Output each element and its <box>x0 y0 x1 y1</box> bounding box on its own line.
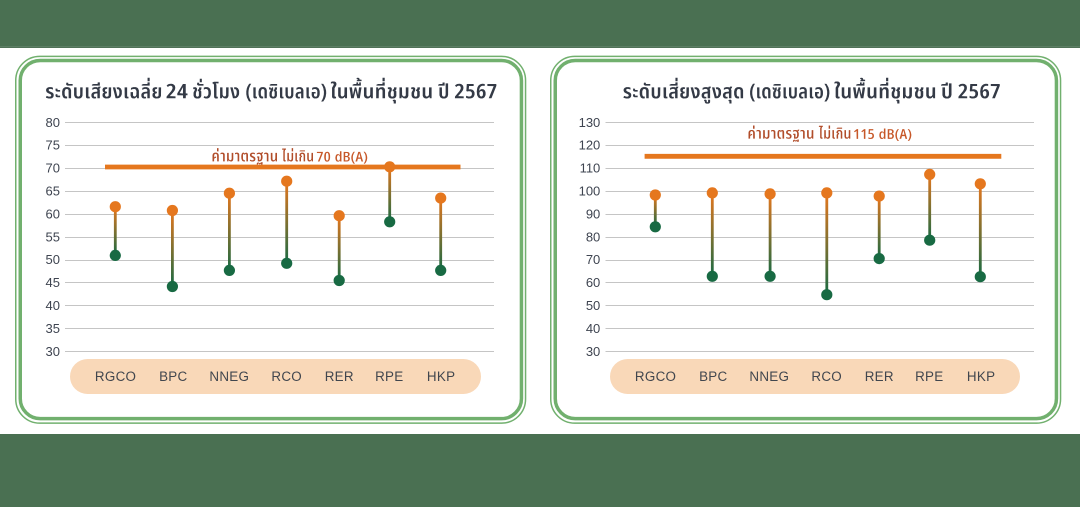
svg-text:65: 65 <box>46 184 60 199</box>
svg-text:RER: RER <box>325 369 354 384</box>
svg-text:80: 80 <box>46 115 60 130</box>
svg-text:130: 130 <box>579 115 601 130</box>
svg-text:80: 80 <box>586 229 600 244</box>
svg-text:110: 110 <box>580 161 601 176</box>
svg-text:70: 70 <box>586 252 600 267</box>
svg-text:RPE: RPE <box>375 369 403 384</box>
svg-text:60: 60 <box>586 275 600 290</box>
svg-text:40: 40 <box>46 298 60 313</box>
svg-text:30: 30 <box>586 344 600 359</box>
svg-text:90: 90 <box>586 206 600 221</box>
svg-text:RGCO: RGCO <box>95 369 136 384</box>
svg-text:30: 30 <box>46 344 60 359</box>
svg-text:RCO: RCO <box>271 369 302 384</box>
svg-text:120: 120 <box>579 138 601 153</box>
svg-text:55: 55 <box>46 229 60 244</box>
svg-text:NNEG: NNEG <box>749 369 789 384</box>
svg-text:BPC: BPC <box>699 369 727 384</box>
svg-text:BPC: BPC <box>159 369 187 384</box>
svg-text:75: 75 <box>46 138 60 153</box>
svg-text:HKP: HKP <box>967 369 995 384</box>
svg-text:50: 50 <box>586 298 600 313</box>
svg-text:50: 50 <box>46 252 60 267</box>
svg-text:35: 35 <box>46 321 60 336</box>
svg-text:40: 40 <box>586 321 600 336</box>
svg-text:RCO: RCO <box>811 369 842 384</box>
svg-text:RER: RER <box>865 369 894 384</box>
svg-text:HKP: HKP <box>427 369 455 384</box>
svg-text:100: 100 <box>579 184 601 199</box>
svg-text:RGCO: RGCO <box>635 369 676 384</box>
svg-text:RPE: RPE <box>915 369 943 384</box>
svg-text:70: 70 <box>46 161 60 176</box>
svg-text:45: 45 <box>46 275 60 290</box>
svg-text:60: 60 <box>46 206 60 221</box>
svg-text:NNEG: NNEG <box>209 369 249 384</box>
